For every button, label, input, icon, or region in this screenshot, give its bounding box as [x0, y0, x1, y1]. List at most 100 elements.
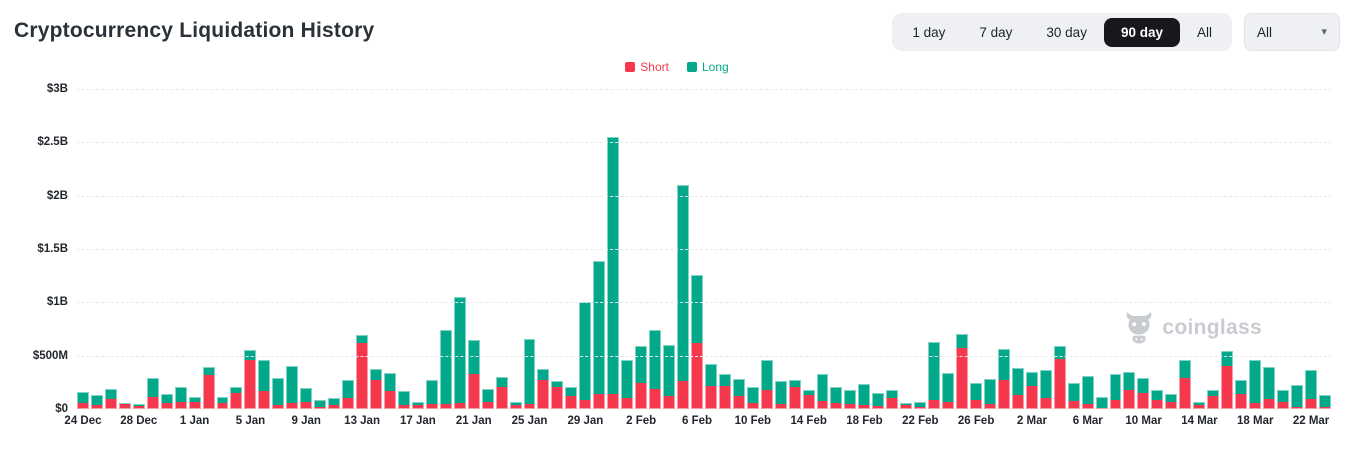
bar-20-jan[interactable] [453, 89, 466, 409]
bar-9-jan[interactable] [300, 89, 313, 409]
bar-20-mar[interactable] [1276, 89, 1289, 409]
bar-25-dec[interactable] [90, 89, 103, 409]
bar-20-feb[interactable] [886, 89, 899, 409]
bar-15-mar[interactable] [1207, 89, 1220, 409]
bar-30-dec[interactable] [160, 89, 173, 409]
bar-15-feb[interactable] [816, 89, 829, 409]
bar-8-jan[interactable] [286, 89, 299, 409]
bar-22-mar[interactable] [1304, 89, 1317, 409]
bar-30-jan[interactable] [593, 89, 606, 409]
bar-24-feb[interactable] [942, 89, 955, 409]
bar-27-dec[interactable] [118, 89, 131, 409]
range-button-30day[interactable]: 30 day [1029, 18, 1104, 47]
bar-22-jan[interactable] [481, 89, 494, 409]
bar-24-dec[interactable] [77, 89, 89, 409]
bar-14-jan[interactable] [370, 89, 382, 409]
bar-16-mar[interactable] [1221, 89, 1234, 409]
bar-11-feb[interactable] [760, 89, 773, 409]
bar-16-feb[interactable] [830, 89, 843, 409]
bar-5-feb[interactable] [676, 89, 689, 409]
range-button-1day[interactable]: 1 day [895, 18, 962, 47]
bar-11-jan[interactable] [328, 89, 341, 409]
bar-11-mar[interactable] [1151, 89, 1164, 409]
bar-1-mar[interactable] [1011, 89, 1024, 409]
bar-31-jan[interactable] [607, 89, 620, 409]
bar-1-jan[interactable] [188, 89, 201, 409]
bar-18-jan[interactable] [425, 89, 438, 409]
bar-28-feb[interactable] [997, 89, 1010, 409]
long-segment [523, 339, 536, 405]
bar-26-dec[interactable] [104, 89, 117, 409]
bar-19-feb[interactable] [872, 89, 885, 409]
bar-6-jan[interactable] [258, 89, 271, 409]
bar-2-feb[interactable] [635, 89, 648, 409]
bar-17-jan[interactable] [411, 89, 424, 409]
bar-26-feb[interactable] [970, 89, 982, 409]
coin-filter-dropdown[interactable]: All ▾ [1244, 13, 1340, 51]
bar-18-mar[interactable] [1249, 89, 1262, 409]
bar-3-jan[interactable] [216, 89, 229, 409]
bar-28-jan[interactable] [565, 89, 578, 409]
bar-6-mar[interactable] [1081, 89, 1094, 409]
bar-15-jan[interactable] [383, 89, 396, 409]
bar-26-jan[interactable] [537, 89, 550, 409]
bar-21-jan[interactable] [467, 89, 480, 409]
bar-7-feb[interactable] [704, 89, 717, 409]
bar-22-feb[interactable] [914, 89, 927, 409]
bar-28-dec[interactable] [132, 89, 145, 409]
bar-16-jan[interactable] [397, 89, 410, 409]
bar-10-jan[interactable] [314, 89, 327, 409]
legend-item-short[interactable]: Short [625, 60, 669, 74]
bar-19-jan[interactable] [439, 89, 452, 409]
bar-4-mar[interactable] [1053, 89, 1066, 409]
range-button-7day[interactable]: 7 day [962, 18, 1029, 47]
bar-18-feb[interactable] [858, 89, 871, 409]
bar-10-feb[interactable] [746, 89, 759, 409]
bar-8-feb[interactable] [718, 89, 731, 409]
bar-24-jan[interactable] [509, 89, 522, 409]
bar-27-jan[interactable] [551, 89, 564, 409]
bar-4-jan[interactable] [230, 89, 243, 409]
bar-12-mar[interactable] [1165, 89, 1178, 409]
range-button-90day[interactable]: 90 day [1103, 17, 1180, 47]
bar-5-mar[interactable] [1067, 89, 1080, 409]
bar-7-mar[interactable] [1095, 89, 1108, 409]
bar-2-jan[interactable] [202, 89, 215, 409]
bar-7-jan[interactable] [272, 89, 285, 409]
bar-25-jan[interactable] [523, 89, 536, 409]
legend-item-long[interactable]: Long [686, 60, 729, 74]
long-segment [1053, 346, 1066, 360]
bar-4-feb[interactable] [663, 89, 675, 409]
bar-23-feb[interactable] [928, 89, 941, 409]
range-button-all[interactable]: All [1180, 18, 1229, 47]
bar-3-feb[interactable] [649, 89, 662, 409]
bar-2-mar[interactable] [1025, 89, 1038, 409]
bar-1-feb[interactable] [621, 89, 634, 409]
bar-13-mar[interactable] [1179, 89, 1192, 409]
bar-6-feb[interactable] [690, 89, 703, 409]
bar-14-feb[interactable] [802, 89, 815, 409]
bar-29-dec[interactable] [146, 89, 159, 409]
bar-14-mar[interactable] [1193, 89, 1206, 409]
bar-13-feb[interactable] [788, 89, 801, 409]
bar-25-feb[interactable] [956, 89, 968, 409]
bar-23-mar[interactable] [1318, 89, 1331, 409]
bar-13-jan[interactable] [356, 89, 369, 409]
bar-3-mar[interactable] [1039, 89, 1052, 409]
bar-17-mar[interactable] [1235, 89, 1248, 409]
bar-12-feb[interactable] [774, 89, 787, 409]
bar-21-mar[interactable] [1290, 89, 1303, 409]
long-segment [649, 329, 662, 389]
bar-19-mar[interactable] [1263, 89, 1275, 409]
bar-23-jan[interactable] [495, 89, 508, 409]
bar-21-feb[interactable] [900, 89, 913, 409]
bar-10-mar[interactable] [1137, 89, 1150, 409]
bar-17-feb[interactable] [844, 89, 857, 409]
bar-9-feb[interactable] [732, 89, 745, 409]
bar-8-mar[interactable] [1109, 89, 1122, 409]
bar-12-jan[interactable] [342, 89, 355, 409]
bar-5-jan[interactable] [244, 89, 257, 409]
bar-9-mar[interactable] [1123, 89, 1136, 409]
bar-31-dec[interactable] [174, 89, 187, 409]
bar-27-feb[interactable] [983, 89, 996, 409]
